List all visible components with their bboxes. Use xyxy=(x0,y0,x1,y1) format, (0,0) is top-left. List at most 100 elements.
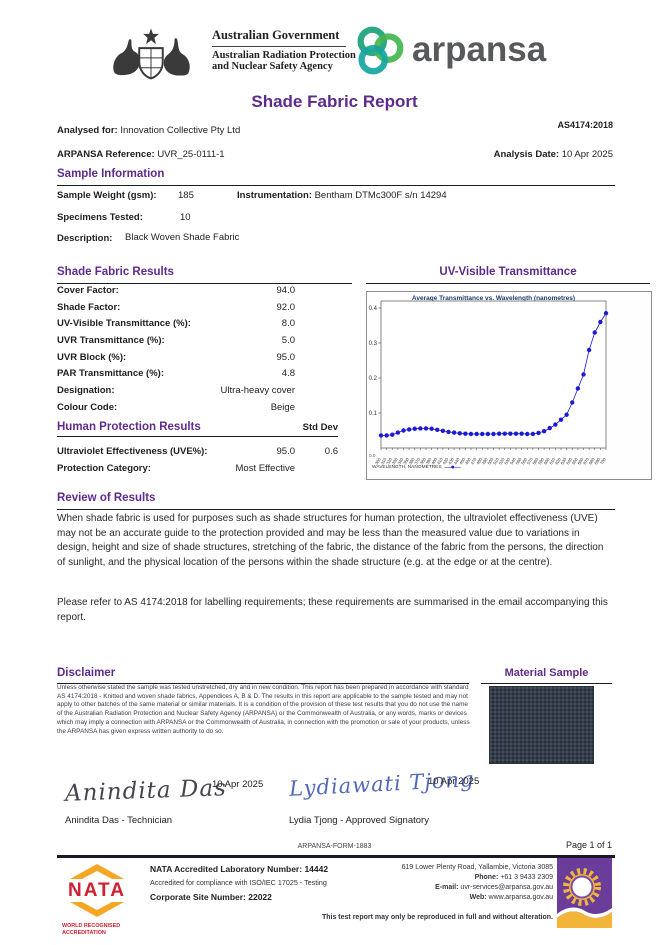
analysis-date-line: Analysis Date: 10 Apr 2025 xyxy=(494,149,613,160)
table-row: Designation: Ultra-heavy cover xyxy=(57,385,295,397)
nata-wordmark: NATA xyxy=(68,880,126,901)
chart-title: Average Transmittance vs. Wavelength (na… xyxy=(411,295,576,302)
chart-legend: WAVELENGTH, NANOMETRES —●— xyxy=(372,464,461,471)
table-row: Colour Code: Beige xyxy=(57,401,295,413)
coat-of-arms-icon xyxy=(113,28,190,80)
disclaimer-heading: Disclaimer xyxy=(57,667,116,679)
contact-web-label: Web: xyxy=(469,894,487,902)
reference-label: ARPANSA Reference: xyxy=(57,149,155,160)
description-value: Black Woven Shade Fabric xyxy=(125,232,240,243)
nata-lab-number-value: 14442 xyxy=(304,864,329,874)
svg-text:550: 550 xyxy=(515,456,523,465)
contact-web-value: www.arpansa.gov.au xyxy=(488,894,553,902)
table-row: UVR Transmittance (%): 5.0 xyxy=(57,335,295,347)
nata-tagline: WORLD RECOGNISED ACCREDITATION xyxy=(62,923,121,937)
gov-subtitle-2: and Nuclear Safety Agency xyxy=(212,61,333,72)
human-protection-heading: Human Protection Results xyxy=(57,421,201,433)
arpansa-wordmark: arpansa xyxy=(412,30,547,69)
review-section-head: Review of Results xyxy=(57,488,615,510)
contact-address: 619 Lower Plenty Road, Yallambie, Victor… xyxy=(401,864,553,871)
chart-section-head: UV-Visible Transmittance xyxy=(366,262,650,284)
review-paragraph-1: When shade fabric is used for purposes s… xyxy=(57,513,604,568)
sample-weight-label: Sample Weight (gsm): xyxy=(57,190,157,201)
arpansa-sun-logo xyxy=(557,858,612,928)
nata-chevron-up-icon xyxy=(70,864,124,879)
arpansa-knot-logo xyxy=(350,22,408,80)
svg-text:400: 400 xyxy=(430,456,438,465)
contact-block: 619 Lower Plenty Road, Yallambie, Victor… xyxy=(313,863,553,923)
svg-text:390: 390 xyxy=(425,456,433,465)
svg-text:0.3: 0.3 xyxy=(369,341,378,347)
svg-text:600: 600 xyxy=(543,456,551,465)
reference-value: UVR_25-0111-1 xyxy=(157,149,225,160)
svg-text:470: 470 xyxy=(470,456,478,465)
standard-reference: AS4174:2018 xyxy=(557,120,613,130)
review-paragraph-2: Please refer to AS 4174:2018 for labelli… xyxy=(57,597,608,623)
human-protection-section-head: Human Protection Results Std Dev xyxy=(57,421,338,437)
svg-text:590: 590 xyxy=(537,456,545,465)
svg-text:530: 530 xyxy=(503,456,511,465)
svg-text:700: 700 xyxy=(599,456,607,465)
svg-text:640: 640 xyxy=(565,456,573,465)
nata-site-number-label: Corporate Site Number: xyxy=(150,892,246,902)
shade-fabric-results-heading: Shade Fabric Results xyxy=(57,266,174,278)
table-row: Protection Category: Most Effective xyxy=(57,463,295,474)
nata-lab-number-line: NATA Accredited Laboratory Number: 14442 xyxy=(150,864,410,874)
contact-phone-value: +61 3 9433 2309 xyxy=(500,874,553,882)
chart-x-legend-label: WAVELENGTH, NANOMETRES xyxy=(372,465,442,470)
contact-web-line: Web: www.arpansa.gov.au xyxy=(313,893,553,903)
analysed-for-label: Analysed for: xyxy=(57,125,118,136)
coat-of-arms-logo xyxy=(104,22,198,86)
material-sample-heading: Material Sample xyxy=(504,667,589,679)
nata-accreditation-block: NATA Accredited Laboratory Number: 14442… xyxy=(150,864,410,902)
gov-title: Australian Government xyxy=(212,28,340,42)
instrumentation-value: Bentham DTMc300F s/n 14294 xyxy=(314,190,447,201)
svg-text:310: 310 xyxy=(380,456,388,465)
svg-text:680: 680 xyxy=(588,456,596,465)
svg-text:480: 480 xyxy=(475,456,483,465)
table-row: UV-Visible Transmittance (%): 8.0 xyxy=(57,318,295,330)
human-protection-table: Ultraviolet Effectiveness (UVE%): 95.0 0… xyxy=(57,446,338,480)
table-row: Cover Factor: 94.0 xyxy=(57,285,295,296)
nata-logo: NATA WORLD RECOGNISED ACCREDITATION xyxy=(62,862,138,937)
contact-email-line: E-mail: uvr-services@arpansa.gov.au xyxy=(313,883,553,893)
shade-fabric-results-table: Cover Factor: 94.0 Shade Factor: 92.0 UV-V… xyxy=(57,285,295,419)
svg-text:500: 500 xyxy=(486,456,494,465)
sample-weight-value: 185 xyxy=(178,190,194,201)
svg-text:560: 560 xyxy=(520,456,528,465)
description-label: Description: xyxy=(57,233,113,244)
uv-visible-transmittance-heading: UV-Visible Transmittance xyxy=(439,266,577,278)
svg-text:420: 420 xyxy=(441,456,449,465)
svg-text:660: 660 xyxy=(576,456,584,465)
svg-text:580: 580 xyxy=(531,456,539,465)
approved-signatory-name: Lydia Tjong - Approved Signatory xyxy=(289,815,429,826)
specimens-label: Specimens Tested: xyxy=(57,212,143,223)
reproduction-note: This test report may only be reproduced … xyxy=(321,913,553,921)
svg-text:670: 670 xyxy=(582,456,590,465)
svg-text:450: 450 xyxy=(458,456,466,465)
sample-information-heading: Sample Information xyxy=(57,168,165,180)
technician-name: Anindita Das - Technician xyxy=(65,815,173,826)
svg-text:360: 360 xyxy=(408,456,416,465)
svg-text:610: 610 xyxy=(548,456,556,465)
legend-line-marker-icon: —●— xyxy=(444,464,461,471)
arpansa-knot-icon xyxy=(357,26,404,75)
shade-fabric-results-section-head: Shade Fabric Results xyxy=(57,262,352,284)
std-dev-column-header: Std Dev xyxy=(302,422,338,433)
material-sample-swatch xyxy=(489,686,594,764)
contact-email-value: uvr-services@arpansa.gov.au xyxy=(460,884,553,892)
nata-chevron-down-icon xyxy=(70,902,124,917)
svg-text:370: 370 xyxy=(413,456,421,465)
instrumentation-line: Instrumentation: Bentham DTMc300F s/n 14… xyxy=(237,190,447,201)
analysis-date-label: Analysis Date: xyxy=(493,149,560,160)
table-row: UVR Block (%): 95.0 xyxy=(57,351,295,363)
disclaimer-text: Unless otherwise stated the sample was t… xyxy=(57,684,470,735)
svg-text:570: 570 xyxy=(526,456,534,465)
transmittance-chart: Average Transmittance vs. Wavelength (na… xyxy=(366,291,652,480)
technician-signature: Anindita Das xyxy=(64,775,228,807)
nata-lab-number-label: NATA Accredited Laboratory Number: xyxy=(150,864,303,874)
svg-text:520: 520 xyxy=(498,456,506,465)
svg-text:0.1: 0.1 xyxy=(369,411,378,417)
chart-plot-area: 0.10.20.30.40.03003103203303403503603703… xyxy=(369,300,609,465)
